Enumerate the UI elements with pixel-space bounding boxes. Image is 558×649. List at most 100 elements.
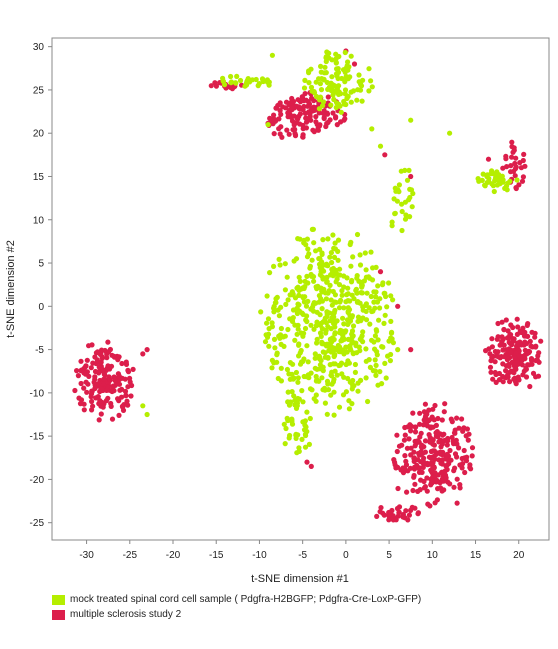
point-mock-treated — [264, 334, 271, 340]
point-multiple-sclerosis — [276, 126, 282, 132]
point-mock-treated — [271, 305, 277, 311]
point-mock-treated — [387, 358, 393, 364]
point-mock-treated — [388, 351, 394, 358]
y-tick-label: -5 — [35, 345, 44, 356]
point-multiple-sclerosis — [81, 401, 87, 407]
point-mock-treated — [328, 272, 334, 278]
point-multiple-sclerosis — [295, 116, 301, 122]
point-mock-treated — [362, 250, 368, 256]
point-mock-treated — [335, 75, 341, 82]
point-multiple-sclerosis — [76, 395, 82, 401]
x-tick-label: 0 — [343, 550, 349, 561]
point-mock-treated — [309, 273, 315, 279]
point-multiple-sclerosis — [271, 112, 277, 118]
chart-svg: -30 -25 -20 -15 -10 -5 0 5 10 15 20 -25 -20 -15 -10 -5… — [5, 37, 550, 585]
point-mock-treated — [333, 71, 340, 77]
point-mock-treated — [320, 99, 327, 105]
point-multiple-sclerosis — [116, 381, 123, 387]
point-multiple-sclerosis — [377, 269, 384, 275]
point-multiple-sclerosis — [404, 445, 410, 451]
point-mock-treated — [308, 322, 314, 328]
point-mock-treated — [399, 208, 405, 215]
point-mock-treated — [363, 346, 369, 352]
point-mock-treated — [306, 70, 312, 76]
point-mock-treated — [140, 403, 146, 409]
y-tick-label: 25 — [33, 85, 45, 96]
point-multiple-sclerosis — [120, 407, 127, 413]
point-mock-treated — [350, 350, 356, 356]
point-multiple-sclerosis — [520, 372, 526, 378]
point-multiple-sclerosis — [508, 332, 514, 338]
point-multiple-sclerosis — [419, 469, 425, 475]
point-mock-treated — [304, 343, 310, 349]
point-mock-treated — [289, 371, 295, 377]
point-multiple-sclerosis — [424, 475, 430, 481]
point-mock-treated — [359, 98, 365, 104]
point-mock-treated — [345, 336, 351, 342]
point-multiple-sclerosis — [144, 347, 150, 353]
point-multiple-sclerosis — [411, 455, 417, 461]
point-multiple-sclerosis — [108, 400, 114, 407]
point-mock-treated — [278, 341, 284, 347]
point-multiple-sclerosis — [444, 442, 450, 448]
point-multiple-sclerosis — [457, 485, 463, 491]
point-multiple-sclerosis — [421, 417, 427, 423]
point-multiple-sclerosis — [418, 451, 424, 457]
point-mock-treated — [324, 49, 330, 55]
point-multiple-sclerosis — [351, 61, 358, 67]
point-mock-treated — [356, 278, 362, 284]
point-multiple-sclerosis — [447, 447, 453, 454]
point-mock-treated — [332, 331, 338, 337]
point-multiple-sclerosis — [454, 476, 460, 482]
point-multiple-sclerosis — [427, 503, 433, 509]
point-mock-treated — [316, 261, 323, 267]
point-multiple-sclerosis — [127, 375, 133, 381]
point-mock-treated — [287, 360, 293, 366]
point-mock-treated — [300, 333, 306, 339]
point-mock-treated — [356, 72, 362, 78]
point-mock-treated — [336, 83, 342, 89]
point-mock-treated — [282, 261, 288, 267]
plot-frame — [51, 37, 550, 541]
point-multiple-sclerosis — [292, 126, 298, 133]
point-mock-treated — [319, 306, 325, 312]
point-mock-treated — [320, 237, 326, 243]
point-mock-treated — [303, 424, 309, 430]
point-multiple-sclerosis — [417, 487, 423, 493]
point-multiple-sclerosis — [408, 445, 414, 451]
point-multiple-sclerosis — [92, 374, 98, 380]
point-multiple-sclerosis — [283, 105, 289, 111]
point-multiple-sclerosis — [412, 464, 418, 470]
point-mock-treated — [237, 77, 244, 84]
point-multiple-sclerosis — [277, 100, 283, 106]
point-multiple-sclerosis — [509, 154, 515, 160]
point-mock-treated — [336, 305, 343, 311]
point-multiple-sclerosis — [374, 513, 380, 520]
point-multiple-sclerosis — [454, 415, 460, 421]
point-mock-treated — [299, 436, 305, 442]
point-multiple-sclerosis — [503, 368, 509, 374]
point-mock-treated — [399, 227, 405, 234]
point-mock-treated — [356, 79, 362, 85]
point-mock-treated — [304, 273, 310, 279]
point-mock-treated — [340, 392, 347, 398]
point-mock-treated — [327, 254, 333, 260]
y-tick-label: 30 — [33, 42, 45, 53]
point-mock-treated — [292, 337, 298, 343]
point-mock-treated — [322, 350, 328, 356]
point-multiple-sclerosis — [428, 425, 434, 431]
point-multiple-sclerosis — [98, 411, 104, 417]
point-multiple-sclerosis — [434, 429, 440, 435]
point-multiple-sclerosis — [129, 382, 135, 389]
point-mock-treated — [374, 352, 380, 358]
point-mock-treated — [289, 389, 295, 395]
point-multiple-sclerosis — [462, 469, 468, 476]
point-mock-treated — [303, 432, 309, 439]
point-multiple-sclerosis — [441, 409, 447, 415]
point-multiple-sclerosis — [461, 447, 467, 454]
point-mock-treated — [360, 329, 366, 335]
point-mock-treated — [349, 277, 355, 284]
point-mock-treated — [296, 342, 302, 348]
x-axis: -30 -25 -20 -15 -10 -5 0 5 10 15 20 — [79, 540, 525, 561]
